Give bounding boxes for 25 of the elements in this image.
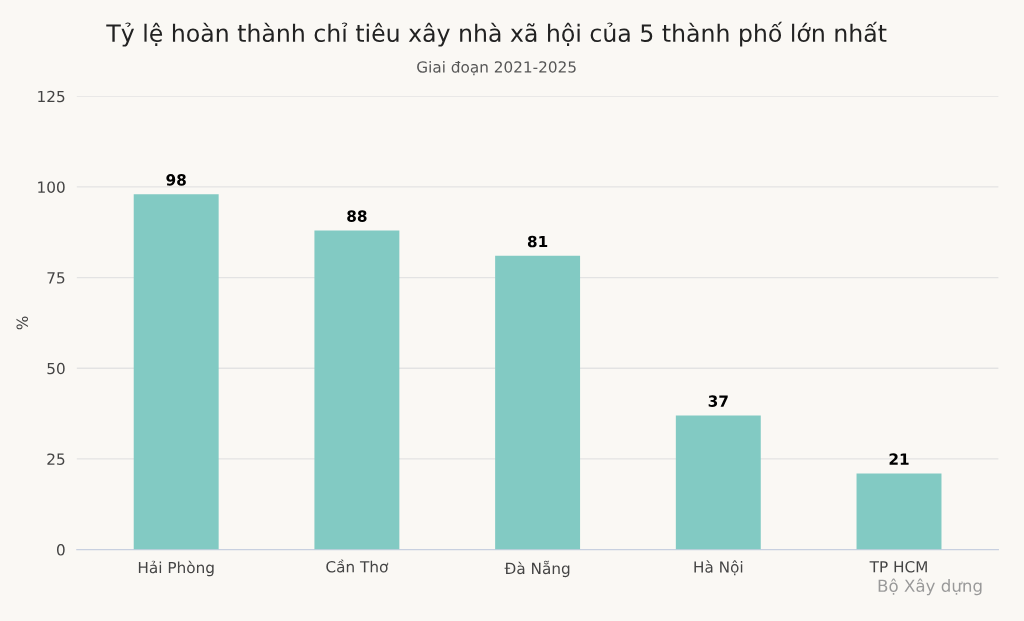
x-tick-label: Hà Nội	[694, 560, 743, 576]
y-axis-title: %	[16, 316, 29, 330]
y-tick-label: 75	[47, 272, 65, 284]
x-tick-label: Hải Phòng	[138, 560, 214, 577]
x-tick-label: Đà Nẵng	[504, 560, 570, 578]
data-label: 88	[347, 210, 367, 222]
chart-title: Tỷ lệ hoàn thành chỉ tiêu xây nhà xã hội của 5 thành phố lớn nhất	[106, 21, 887, 47]
y-tick-label: 100	[38, 181, 65, 193]
x-tick-label: Cần Thơ	[326, 559, 389, 573]
data-label: 37	[708, 395, 728, 407]
text: Bộ Xây dựng	[878, 578, 982, 596]
x-tick-label: TP HCM	[869, 560, 927, 573]
bar	[495, 255, 581, 550]
bar	[133, 194, 219, 550]
data-label: 98	[166, 174, 186, 186]
y-tick-label: 50	[47, 362, 65, 375]
data-label: 21	[889, 453, 909, 465]
bar	[675, 415, 761, 550]
bar	[856, 473, 942, 550]
y-tick-label: 125	[38, 90, 65, 103]
chart-subtitle: Giai đoạn 2021-2025	[417, 60, 576, 76]
y-tick-label: 0	[56, 544, 65, 556]
bar	[314, 230, 400, 550]
y-tick-label: 25	[47, 453, 65, 465]
data-label: 81	[527, 235, 548, 248]
